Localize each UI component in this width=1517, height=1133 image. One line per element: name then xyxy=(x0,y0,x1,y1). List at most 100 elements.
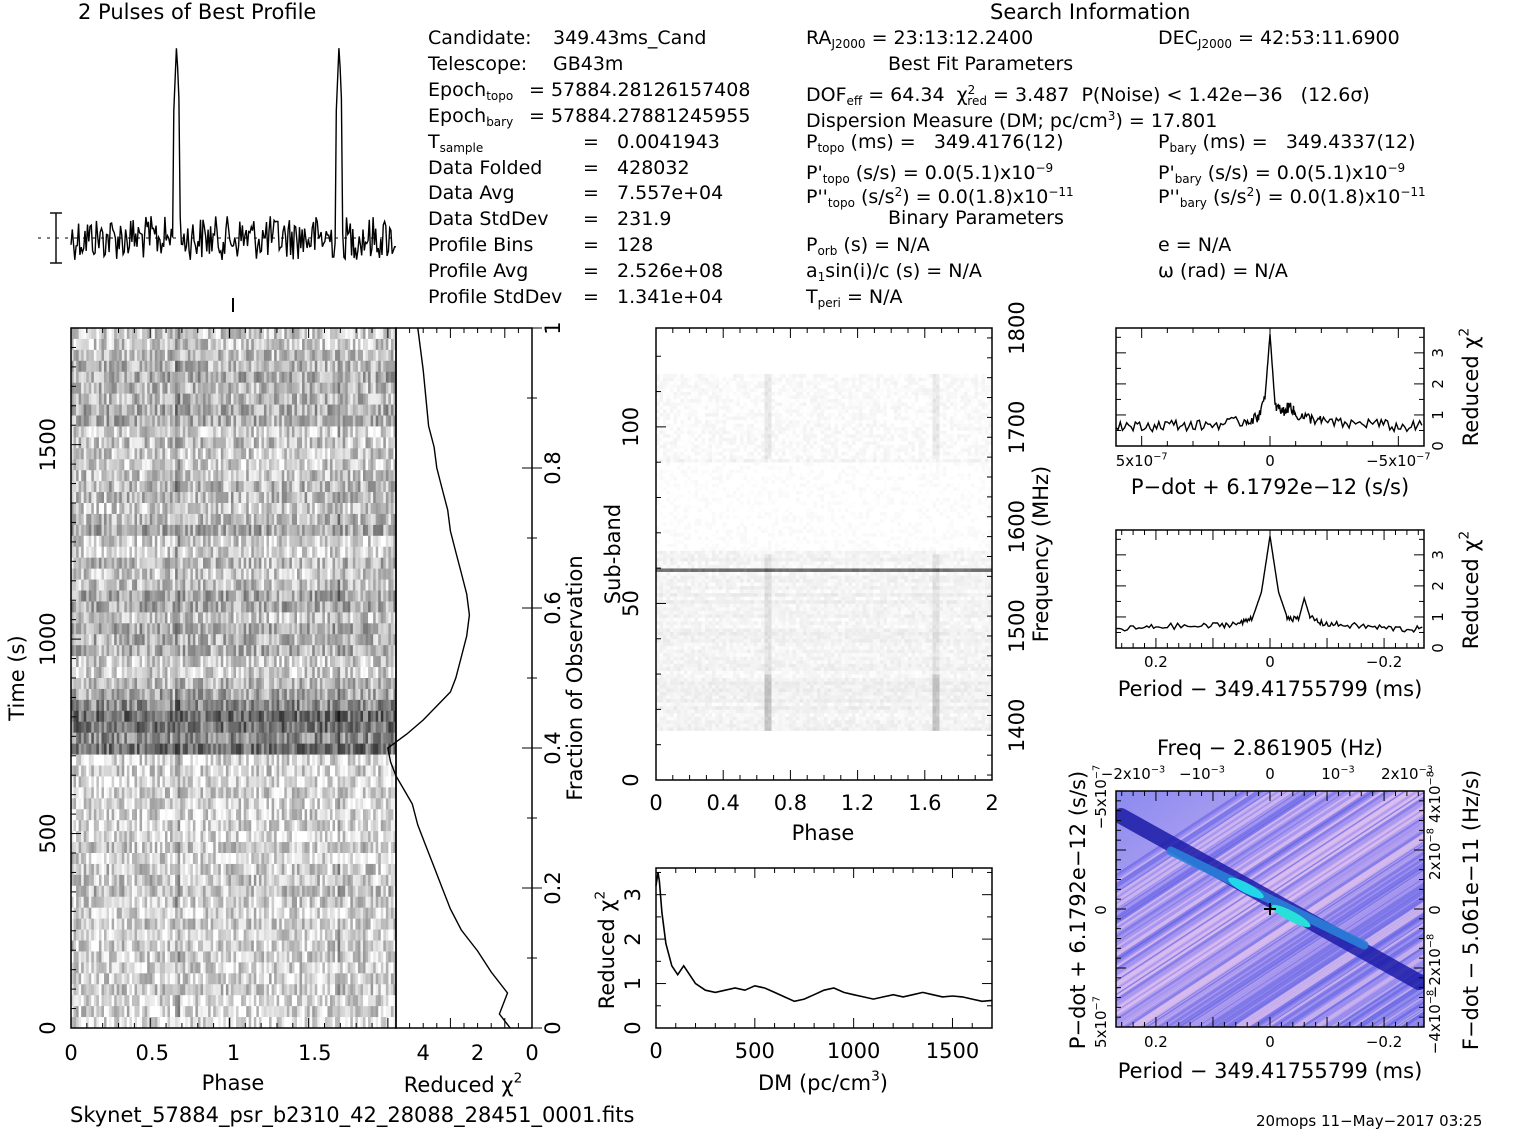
time-phase-cell xyxy=(187,404,191,416)
time-phase-cell xyxy=(274,459,278,471)
time-phase-cell xyxy=(304,328,308,340)
time-phase-cell xyxy=(78,721,82,734)
time-phase-cell xyxy=(142,678,146,690)
time-phase-cell xyxy=(124,688,128,701)
time-phase-cell xyxy=(114,710,118,723)
time-phase-cell xyxy=(154,393,158,405)
time-phase-cell xyxy=(246,470,250,482)
time-phase-cell xyxy=(131,732,135,745)
time-phase-cell xyxy=(225,535,229,548)
time-phase-cell xyxy=(299,349,303,362)
time-phase-cell xyxy=(378,623,382,635)
time-phase-cell xyxy=(256,568,260,580)
time-phase-cell xyxy=(185,699,189,712)
time-phase-cell xyxy=(269,349,272,362)
time-phase-cell xyxy=(263,503,267,515)
time-phase-cell xyxy=(149,590,153,602)
time-phase-cell xyxy=(225,459,229,471)
time-phase-cell xyxy=(131,557,135,570)
time-phase-cell xyxy=(345,415,349,427)
time-phase-cell xyxy=(365,415,369,427)
time-phase-cell xyxy=(327,688,331,701)
time-phase-cell xyxy=(187,579,191,591)
time-phase-cell xyxy=(296,459,300,471)
time-phase-cell xyxy=(309,546,313,559)
time-phase-cell xyxy=(385,732,389,745)
time-phase-cell xyxy=(368,535,372,548)
time-phase-cell xyxy=(111,349,115,362)
time-phase-cell xyxy=(263,481,267,493)
time-phase-cell xyxy=(370,492,374,504)
time-phase-cell xyxy=(274,546,278,559)
time-phase-cell xyxy=(116,590,120,602)
time-phase-cell xyxy=(205,426,209,438)
time-phase-cell xyxy=(312,328,316,340)
time-phase-cell xyxy=(205,656,209,668)
time-phase-cell xyxy=(129,568,133,580)
time-phase-cell xyxy=(162,338,166,351)
time-phase-cell xyxy=(345,699,349,712)
time-phase-cell xyxy=(238,481,242,493)
time-phase-cell xyxy=(332,688,336,701)
time-phase-cell xyxy=(230,623,234,635)
time-phase-cell xyxy=(256,404,260,416)
time-phase-cell xyxy=(86,546,90,559)
time-phase-cell xyxy=(241,492,245,504)
time-phase-cell xyxy=(104,667,107,679)
time-phase-cell xyxy=(71,590,74,602)
time-phase-cell xyxy=(203,590,206,602)
time-phase-cell xyxy=(182,579,186,591)
time-phase-cell xyxy=(286,678,290,690)
time-phase-cell xyxy=(185,426,189,438)
time-phase-cell xyxy=(121,743,125,755)
time-phase-cell xyxy=(340,513,344,526)
time-phase-cell xyxy=(378,667,382,679)
time-phase-cell xyxy=(121,393,125,405)
time-phase-cell xyxy=(116,688,120,701)
time-phase-cell xyxy=(149,470,153,482)
time-phase-cell xyxy=(322,404,326,416)
time-phase-cell xyxy=(307,656,311,668)
time-phase-cell xyxy=(319,656,323,668)
time-phase-cell xyxy=(332,437,336,449)
time-phase-cell xyxy=(154,721,158,734)
time-phase-cell xyxy=(167,448,171,460)
time-phase-cell xyxy=(177,513,181,526)
time-phase-cell xyxy=(86,667,90,679)
time-phase-cell xyxy=(88,721,92,734)
time-phase-cell xyxy=(383,503,387,515)
time-phase-cell xyxy=(335,492,338,504)
time-phase-cell xyxy=(109,732,113,745)
time-phase-cell xyxy=(296,349,300,362)
time-phase-cell xyxy=(304,732,308,745)
time-phase-cell xyxy=(81,448,85,460)
time-phase-cell xyxy=(291,481,295,493)
time-phase-cell xyxy=(175,328,179,340)
time-phase-cell xyxy=(304,393,308,405)
time-phase-cell xyxy=(314,612,318,624)
time-phase-cell xyxy=(248,360,252,373)
time-phase-cell xyxy=(175,338,179,351)
time-phase-cell xyxy=(269,360,272,373)
time-phase-cell xyxy=(149,415,153,427)
time-phase-cell xyxy=(129,623,133,635)
time-phase-cell xyxy=(170,601,173,613)
time-phase-cell xyxy=(342,426,346,438)
time-phase-cell xyxy=(192,557,196,570)
time-phase-cell xyxy=(205,721,209,734)
time-phase-cell xyxy=(241,590,245,602)
time-phase-cell xyxy=(236,743,239,755)
time-phase-cell xyxy=(276,710,280,723)
time-phase-cell xyxy=(380,513,384,526)
time-phase-cell xyxy=(137,448,140,460)
time-phase-cell xyxy=(76,568,80,580)
time-phase-cell xyxy=(368,721,372,734)
time-phase-cell xyxy=(71,328,74,340)
time-phase-cell xyxy=(144,481,148,493)
time-phase-cell xyxy=(342,546,346,559)
time-phase-cell xyxy=(116,623,120,635)
time-phase-cell xyxy=(253,349,257,362)
time-phase-cell xyxy=(281,732,285,745)
time-phase-cell xyxy=(322,645,326,657)
time-phase-cell xyxy=(375,481,379,493)
